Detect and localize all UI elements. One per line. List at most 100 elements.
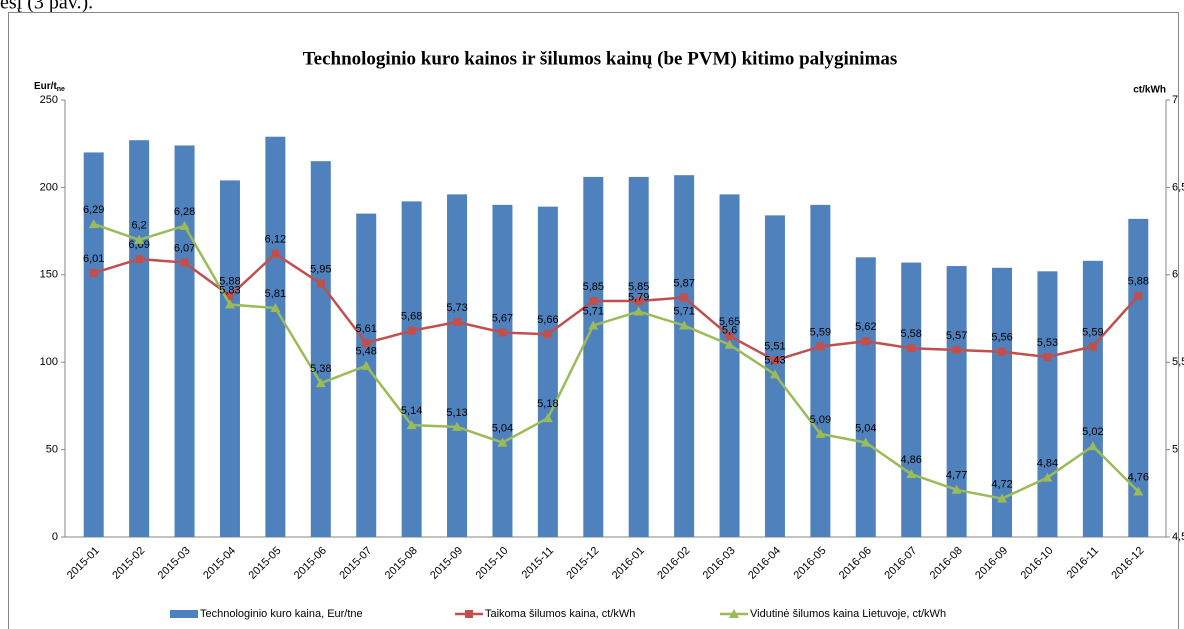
bar <box>901 262 922 537</box>
marker <box>1042 472 1053 482</box>
marker <box>770 356 779 365</box>
data-label: 5,53 <box>1037 337 1058 349</box>
legend-marker <box>465 610 473 618</box>
y2-tick-label: 6 <box>1172 269 1178 281</box>
y-tick-label: 100 <box>40 356 58 368</box>
data-label: 5,6 <box>722 325 737 337</box>
marker <box>907 344 916 353</box>
marker <box>225 291 234 300</box>
bar <box>129 140 150 538</box>
marker <box>860 437 871 447</box>
data-label: 5,58 <box>900 328 921 340</box>
data-label: 5,85 <box>583 281 604 293</box>
y2-tick-label: 4,5 <box>1172 531 1184 543</box>
y2-tick-label: 5 <box>1172 444 1178 456</box>
data-label: 5,71 <box>583 305 604 317</box>
x-tick-label: 2016-04 <box>746 545 783 582</box>
marker <box>1133 486 1144 496</box>
data-label: 6,07 <box>174 242 195 254</box>
marker <box>270 303 281 313</box>
data-label: 4,84 <box>1037 457 1058 469</box>
marker <box>453 317 462 326</box>
data-label: 5,13 <box>446 407 467 419</box>
bar <box>855 257 876 537</box>
data-label: 5,51 <box>764 340 785 352</box>
y2-tick-label: 5,5 <box>1172 356 1184 368</box>
y-axis-label-main: Eur/t <box>34 81 57 92</box>
marker <box>315 378 326 388</box>
data-label: 5,68 <box>401 311 422 323</box>
marker <box>361 360 372 370</box>
data-label: 6,12 <box>265 234 286 246</box>
data-label: 5,57 <box>946 330 967 342</box>
marker <box>952 345 961 354</box>
data-label: 5,87 <box>673 277 694 289</box>
x-tick-label: 2016-02 <box>655 545 692 582</box>
marker <box>815 428 826 438</box>
x-tick-label: 2016-11 <box>1065 545 1101 581</box>
bar <box>356 213 377 537</box>
y-tick-label: 50 <box>46 444 58 456</box>
marker <box>997 493 1008 503</box>
bar <box>537 206 558 538</box>
data-label: 5,38 <box>310 363 331 375</box>
y2-tick-label: 7 <box>1172 94 1178 106</box>
marker <box>724 339 735 349</box>
x-tick-label: 2015-11 <box>520 545 556 581</box>
bar <box>628 176 649 538</box>
legend-label: Taikoma šilumos kaina, ct/kWh <box>485 608 635 620</box>
data-label: 6,01 <box>83 253 104 265</box>
x-tick-label: 2015-10 <box>474 545 511 582</box>
marker <box>542 413 553 423</box>
x-tick-label: 2016-06 <box>837 545 874 582</box>
marker <box>134 234 145 244</box>
data-label: 5,95 <box>310 263 331 275</box>
bar <box>810 204 831 537</box>
x-tick-label: 2016-01 <box>610 545 647 582</box>
legend-label: Technologinio kuro kaina, Eur/tne <box>200 608 363 620</box>
bar <box>1082 260 1103 537</box>
bar <box>992 267 1013 537</box>
marker <box>906 469 917 479</box>
data-label: 5,71 <box>673 305 694 317</box>
marker <box>362 338 371 347</box>
data-label: 5,43 <box>764 354 785 366</box>
line <box>93 222 1140 500</box>
marker <box>633 306 644 316</box>
data-label: 5,62 <box>855 321 876 333</box>
marker <box>589 297 598 306</box>
data-label: 5,88 <box>219 276 240 288</box>
page-text: esį (3 pav.). <box>0 0 93 14</box>
x-tick-label: 2015-09 <box>428 545 465 582</box>
y2-axis-label: ct/kWh <box>1133 85 1166 96</box>
marker <box>769 369 780 379</box>
y-tick-label: 250 <box>40 94 58 106</box>
marker <box>224 299 235 309</box>
bar <box>492 204 513 537</box>
marker <box>680 293 689 302</box>
data-label: 5,83 <box>219 284 240 296</box>
data-label: 5,65 <box>719 316 740 328</box>
data-label: 5,61 <box>355 323 376 335</box>
marker <box>861 337 870 346</box>
y-tick-label: 200 <box>40 181 58 193</box>
marker <box>452 421 463 431</box>
x-tick-label: 2015-02 <box>110 545 147 582</box>
marker <box>1088 342 1097 351</box>
data-label: 5,85 <box>628 281 649 293</box>
data-label: 4,77 <box>946 470 967 482</box>
line <box>93 252 1140 362</box>
data-label: 5,18 <box>537 398 558 410</box>
data-label: 4,86 <box>900 454 921 466</box>
marker <box>951 484 962 494</box>
x-tick-label: 2015-06 <box>292 545 329 582</box>
bar <box>946 266 967 537</box>
marker <box>816 342 825 351</box>
data-label: 5,66 <box>537 314 558 326</box>
data-label: 5,56 <box>991 332 1012 344</box>
data-label: 5,88 <box>1128 276 1149 288</box>
data-label: 5,81 <box>265 288 286 300</box>
bar <box>719 194 740 537</box>
bar <box>219 180 240 537</box>
